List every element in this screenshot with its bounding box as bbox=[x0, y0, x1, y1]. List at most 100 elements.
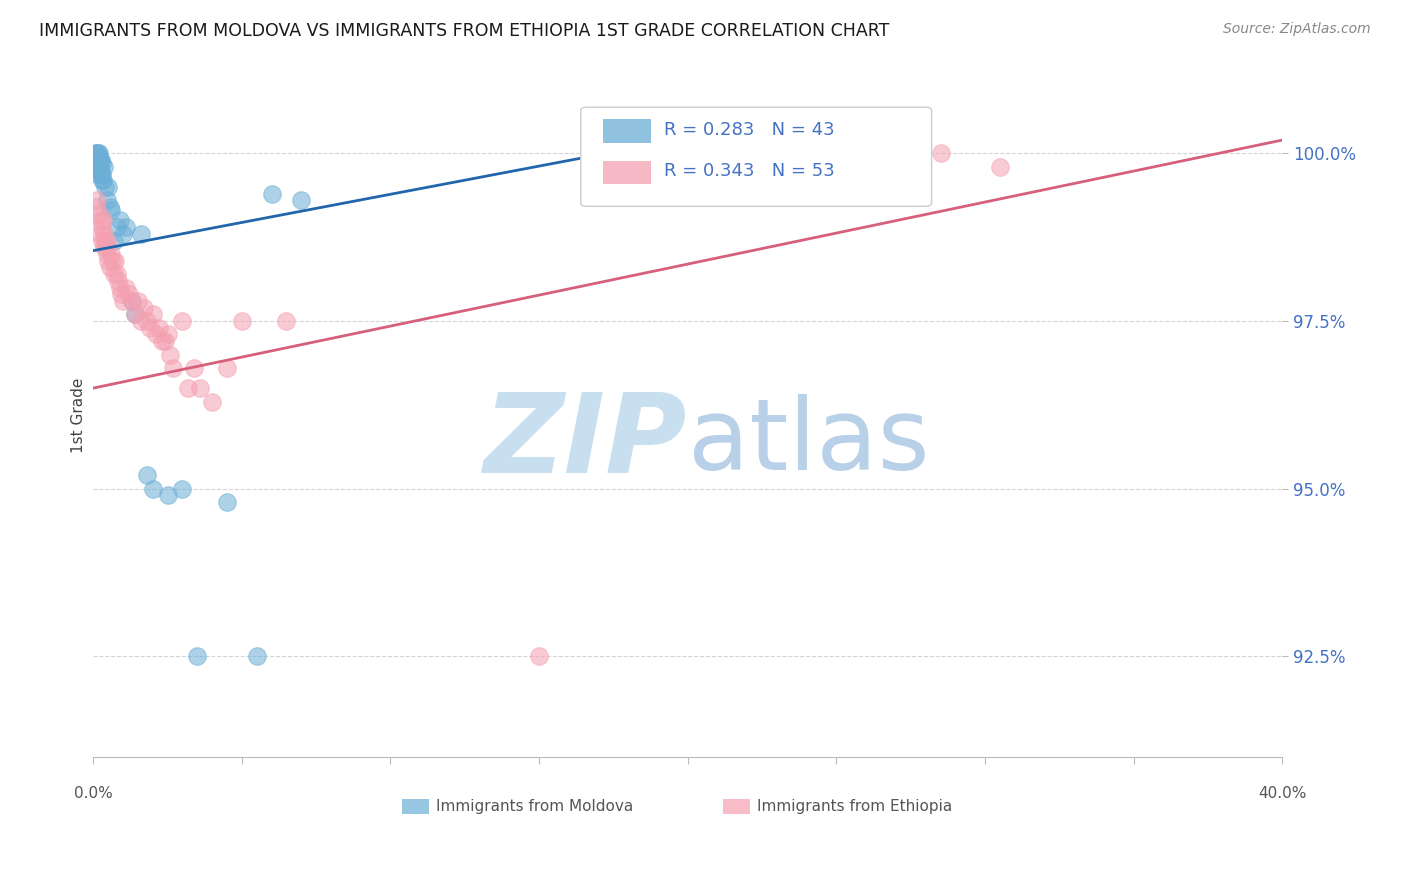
Y-axis label: 1st Grade: 1st Grade bbox=[72, 377, 86, 452]
Point bbox=[100, 203, 122, 218]
Point bbox=[90, 167, 112, 181]
Point bbox=[246, 649, 269, 664]
Text: atlas: atlas bbox=[688, 393, 929, 491]
Point bbox=[107, 274, 129, 288]
Text: ZIP: ZIP bbox=[484, 389, 688, 496]
Point bbox=[89, 160, 111, 174]
Text: Immigrants from Moldova: Immigrants from Moldova bbox=[436, 798, 633, 814]
Point bbox=[90, 153, 112, 168]
Text: Source: ZipAtlas.com: Source: ZipAtlas.com bbox=[1223, 22, 1371, 37]
Point bbox=[103, 267, 125, 281]
Point bbox=[89, 227, 111, 241]
Point bbox=[93, 160, 115, 174]
Point bbox=[96, 247, 118, 261]
Point bbox=[108, 280, 131, 294]
Point bbox=[527, 649, 550, 664]
Point bbox=[118, 287, 141, 301]
Point bbox=[91, 173, 114, 187]
Point bbox=[138, 320, 160, 334]
Point bbox=[148, 320, 170, 334]
Text: IMMIGRANTS FROM MOLDOVA VS IMMIGRANTS FROM ETHIOPIA 1ST GRADE CORRELATION CHART: IMMIGRANTS FROM MOLDOVA VS IMMIGRANTS FR… bbox=[39, 22, 890, 40]
Point bbox=[276, 314, 298, 328]
Point bbox=[110, 287, 132, 301]
Point bbox=[121, 293, 143, 308]
Point bbox=[115, 280, 138, 294]
Point bbox=[94, 234, 117, 248]
Text: 0.0%: 0.0% bbox=[73, 786, 112, 801]
Point bbox=[90, 220, 112, 235]
Point bbox=[90, 156, 112, 170]
Point bbox=[156, 488, 179, 502]
Point bbox=[150, 334, 173, 348]
Point bbox=[145, 327, 167, 342]
Point bbox=[100, 247, 122, 261]
Point bbox=[177, 381, 200, 395]
Point bbox=[215, 495, 238, 509]
Point bbox=[94, 180, 117, 194]
Point bbox=[215, 361, 238, 376]
Point bbox=[86, 167, 108, 181]
Point bbox=[142, 307, 165, 321]
Point bbox=[929, 146, 952, 161]
Point bbox=[183, 361, 205, 376]
Text: 40.0%: 40.0% bbox=[1258, 786, 1306, 801]
Point bbox=[988, 160, 1011, 174]
Point bbox=[124, 307, 146, 321]
Point bbox=[121, 293, 143, 308]
Text: R = 0.283   N = 43: R = 0.283 N = 43 bbox=[664, 120, 835, 139]
Point bbox=[91, 167, 114, 181]
Point bbox=[90, 173, 112, 187]
Point bbox=[129, 314, 152, 328]
Point bbox=[105, 220, 128, 235]
Point bbox=[97, 253, 120, 268]
Point bbox=[124, 307, 146, 321]
Point bbox=[86, 146, 108, 161]
Point bbox=[156, 327, 179, 342]
Point bbox=[201, 394, 224, 409]
Point bbox=[127, 293, 149, 308]
Point bbox=[188, 381, 211, 395]
Point bbox=[111, 293, 134, 308]
Point bbox=[91, 234, 114, 248]
Point bbox=[231, 314, 253, 328]
Point bbox=[84, 146, 107, 161]
Point bbox=[129, 227, 152, 241]
Point bbox=[101, 253, 124, 268]
Point bbox=[84, 200, 107, 214]
Point bbox=[84, 153, 107, 168]
Point bbox=[96, 194, 118, 208]
Point bbox=[105, 267, 128, 281]
Point bbox=[84, 146, 107, 161]
Point bbox=[91, 213, 114, 227]
Point bbox=[172, 482, 194, 496]
Text: R = 0.343   N = 53: R = 0.343 N = 53 bbox=[664, 161, 835, 180]
Point bbox=[94, 240, 117, 254]
Point bbox=[135, 468, 157, 483]
Point bbox=[159, 348, 181, 362]
Point bbox=[115, 220, 138, 235]
Point bbox=[172, 314, 194, 328]
FancyBboxPatch shape bbox=[603, 161, 651, 185]
Text: Immigrants from Ethiopia: Immigrants from Ethiopia bbox=[756, 798, 952, 814]
Point bbox=[260, 186, 283, 201]
Point bbox=[87, 207, 110, 221]
FancyBboxPatch shape bbox=[603, 120, 651, 144]
Point bbox=[87, 150, 110, 164]
Point bbox=[93, 227, 115, 241]
Point bbox=[93, 240, 115, 254]
Point bbox=[86, 160, 108, 174]
FancyBboxPatch shape bbox=[724, 799, 749, 814]
Point bbox=[89, 153, 111, 168]
Point bbox=[98, 200, 121, 214]
Point bbox=[90, 213, 112, 227]
Point bbox=[97, 180, 120, 194]
Point bbox=[162, 361, 184, 376]
Point bbox=[153, 334, 176, 348]
Point bbox=[142, 482, 165, 496]
Point bbox=[111, 227, 134, 241]
Point bbox=[186, 649, 208, 664]
Point bbox=[86, 150, 108, 164]
FancyBboxPatch shape bbox=[581, 107, 932, 206]
Point bbox=[89, 163, 111, 178]
Point bbox=[290, 194, 312, 208]
